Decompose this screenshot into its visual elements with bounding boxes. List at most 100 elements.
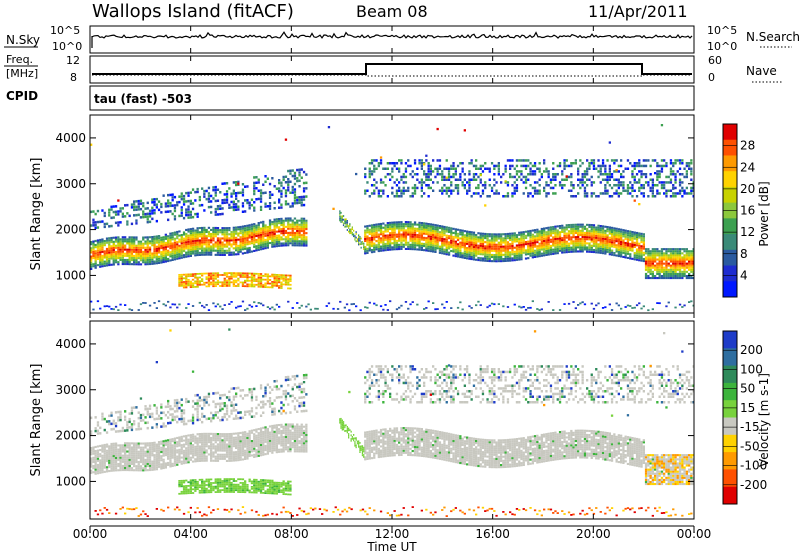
power-cell — [543, 159, 546, 162]
power-cell — [624, 242, 627, 245]
power-cell — [264, 273, 267, 276]
power-cell — [185, 282, 188, 285]
power-cell — [456, 186, 460, 190]
power-cell — [425, 224, 428, 227]
power-cell — [493, 241, 496, 244]
power-cell — [266, 282, 269, 285]
power-cell — [280, 276, 283, 278]
power-cell — [302, 234, 306, 237]
power-cell — [196, 276, 199, 279]
power-cell — [595, 304, 598, 307]
power-cell — [420, 244, 423, 247]
velocity-cell — [103, 450, 106, 453]
power-cell — [223, 229, 226, 232]
power-cell — [540, 234, 543, 237]
power-cell — [225, 275, 229, 278]
power-cell — [289, 217, 292, 220]
power-cell — [470, 256, 473, 259]
power-cell — [404, 247, 408, 250]
power-cell — [248, 204, 251, 207]
power-cell — [486, 249, 489, 252]
power-cell — [133, 250, 136, 253]
power-cell — [599, 239, 602, 242]
power-cell — [160, 205, 163, 209]
power-y-tick-label: 2000 — [55, 223, 86, 237]
power-cell — [142, 215, 145, 219]
power-cell — [248, 226, 251, 229]
power-cell — [382, 247, 385, 250]
power-cell — [395, 189, 399, 192]
power-cell — [536, 308, 539, 310]
power-cell — [649, 260, 652, 263]
power-cell — [663, 268, 666, 271]
power-cell — [552, 236, 555, 239]
power-cell — [626, 186, 630, 190]
power-cell — [633, 178, 636, 181]
velocity-cell — [101, 415, 104, 418]
power-cell — [495, 192, 498, 195]
power-cell — [393, 227, 396, 230]
power-cell — [153, 256, 156, 259]
power-cell — [110, 236, 113, 239]
power-cell — [635, 240, 639, 243]
power-cell — [676, 254, 679, 257]
power-cell — [262, 278, 265, 281]
power-cell — [452, 231, 455, 234]
power-cell — [128, 240, 131, 243]
power-cell — [287, 202, 290, 206]
power-cell — [237, 244, 240, 247]
power-cell — [137, 263, 140, 266]
power-cell — [690, 173, 693, 176]
power-cell — [524, 159, 528, 162]
power-cell — [538, 251, 541, 254]
power-cell — [228, 237, 231, 240]
power-cell — [660, 270, 664, 273]
power-cell — [556, 245, 559, 248]
power-cell — [173, 195, 177, 199]
power-cell — [486, 239, 489, 242]
power-cell — [676, 258, 679, 261]
power-cell — [515, 186, 519, 190]
power-cell — [678, 254, 682, 257]
power-cell — [624, 233, 627, 236]
power-cell — [296, 177, 299, 180]
power-cell — [638, 186, 641, 190]
power-cell — [681, 248, 684, 251]
power-cell — [173, 252, 177, 255]
power-cell — [631, 233, 634, 236]
power-cell — [413, 223, 417, 226]
power-cell — [608, 167, 611, 170]
power-cell — [592, 242, 596, 245]
power-cell — [509, 245, 512, 248]
power-cell — [232, 241, 235, 244]
power-cell — [608, 178, 611, 181]
power-cell — [577, 246, 580, 249]
power-cell — [164, 246, 167, 249]
power-cell — [552, 228, 555, 231]
nave-trace — [92, 74, 692, 77]
power-cell — [651, 159, 654, 162]
power-cell — [368, 195, 371, 198]
power-cell — [298, 201, 301, 204]
power-cell — [502, 241, 505, 244]
power-cell — [117, 224, 120, 227]
power-cell — [212, 277, 215, 280]
power-cell — [139, 255, 143, 258]
power-cell — [124, 244, 127, 247]
power-cell — [171, 254, 174, 257]
cpid-panel-frame — [89, 85, 695, 111]
power-cell — [142, 246, 145, 249]
power-cell — [268, 233, 272, 236]
power-cell — [293, 236, 297, 239]
power-cell — [278, 277, 281, 280]
power-cell — [126, 203, 129, 207]
power-cell — [219, 281, 222, 284]
power-cell — [99, 243, 102, 246]
power-cell — [402, 223, 405, 226]
power-cell — [402, 225, 405, 228]
power-cell — [221, 233, 224, 236]
velocity-cell — [105, 431, 109, 434]
power-cell — [463, 129, 466, 132]
power-cell — [368, 301, 371, 304]
power-cell — [280, 277, 283, 280]
